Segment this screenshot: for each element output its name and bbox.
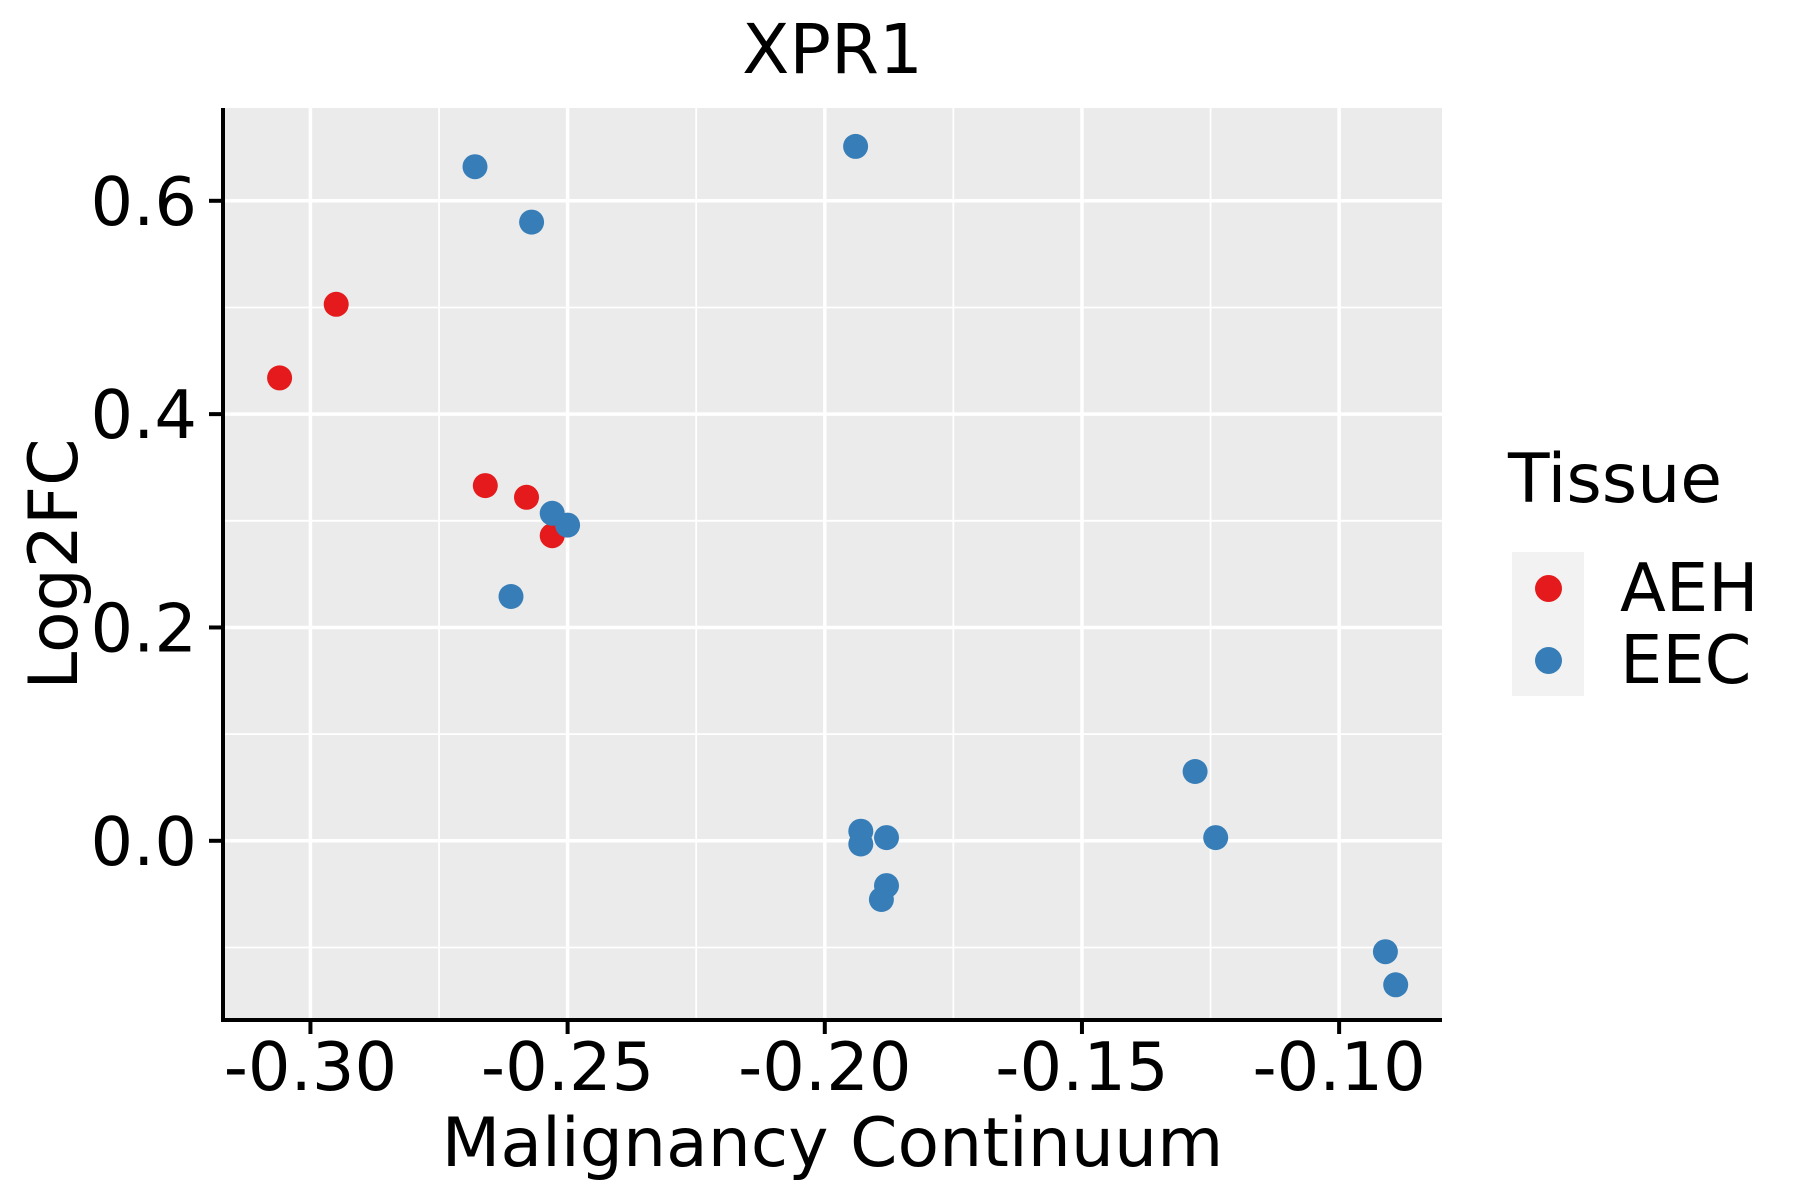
data-point-eec — [848, 831, 874, 857]
panel-background — [223, 108, 1442, 1020]
data-point-eec — [462, 154, 488, 180]
x-tick-label: -0.10 — [1252, 1028, 1425, 1106]
eec-point-icon — [1534, 646, 1562, 674]
data-point-aeh — [514, 484, 539, 510]
legend-title: Tissue — [1508, 440, 1723, 519]
data-point-eec — [498, 584, 524, 609]
aeh-point-icon — [1534, 574, 1562, 602]
legend-item-aeh: AEH — [1512, 552, 1759, 624]
y-tick-label: 0.2 — [90, 589, 197, 667]
plot-title: XPR1 — [742, 10, 923, 90]
data-point-eec — [1182, 759, 1208, 784]
data-point-eec — [1383, 972, 1409, 998]
y-tick-label: 0.6 — [90, 163, 197, 241]
legend-key-aeh — [1512, 552, 1584, 624]
y-axis-title: Log2FC — [15, 438, 94, 690]
data-point-eec — [1372, 939, 1398, 965]
x-tick-label: -0.25 — [481, 1028, 654, 1106]
x-tick-label: -0.15 — [995, 1028, 1168, 1106]
x-tick-label: -0.30 — [224, 1028, 397, 1106]
data-point-aeh — [267, 365, 293, 391]
y-tick-label: 0.4 — [90, 376, 197, 454]
data-point-eec — [874, 825, 899, 851]
legend-key-eec — [1512, 624, 1584, 696]
legend-item-eec: EEC — [1512, 624, 1759, 696]
legend-label-eec: EEC — [1620, 620, 1752, 699]
data-point-eec — [519, 209, 545, 235]
x-tick-label: -0.20 — [738, 1028, 911, 1106]
legend-items: AEH EEC — [1512, 552, 1759, 696]
x-axis-title: Malignancy Continuum — [441, 1104, 1224, 1183]
legend: Tissue AEH EEC — [1508, 446, 1759, 696]
data-point-eec — [1203, 825, 1229, 851]
data-point-eec — [843, 133, 869, 159]
y-tick-label: 0.0 — [90, 803, 197, 881]
data-point-eec — [555, 512, 581, 538]
data-point-aeh — [323, 291, 349, 317]
data-point-eec — [868, 887, 894, 912]
legend-label-aeh: AEH — [1620, 548, 1759, 627]
data-point-aeh — [472, 473, 498, 499]
